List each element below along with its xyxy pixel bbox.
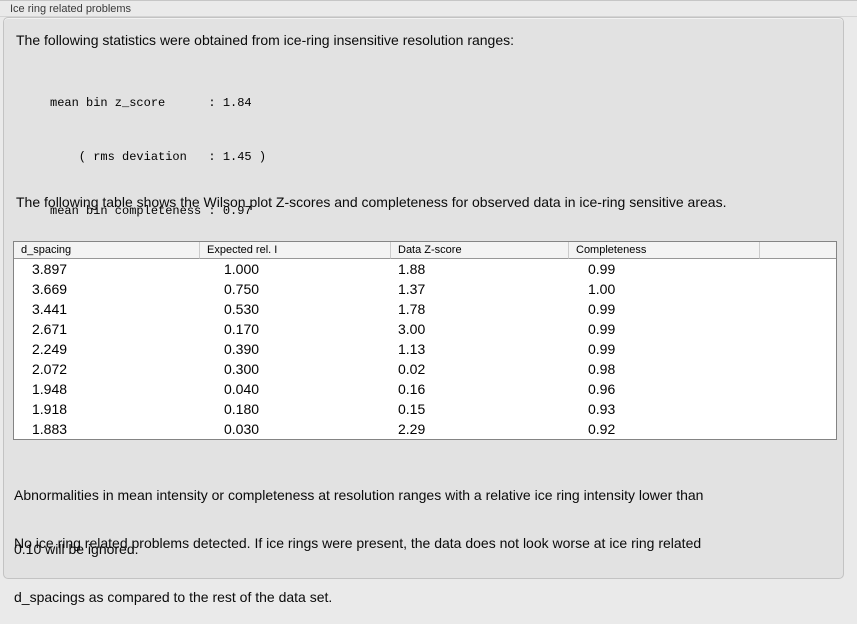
table-cell: 1.000 <box>224 261 260 277</box>
table-cell: 0.99 <box>588 301 616 317</box>
table-cell: 0.98 <box>588 361 616 377</box>
ignore-note-line: Abnormalities in mean intensity or compl… <box>14 487 704 503</box>
ice-table-body: 3.897 1.000 1.88 0.99 3.669 0.750 1.37 1.00 3.44… <box>14 259 836 439</box>
table-cell: 2.249 <box>32 341 68 357</box>
table-cell: 0.390 <box>224 341 260 357</box>
panel-title: Ice ring related problems <box>10 3 132 15</box>
table-cell: 0.15 <box>398 401 426 417</box>
table-row[interactable]: 3.669 0.750 1.37 1.00 <box>14 279 836 299</box>
table-cell: 1.13 <box>398 341 426 357</box>
table-cell: 1.00 <box>588 281 616 297</box>
table-cell: 0.02 <box>398 361 426 377</box>
column-header-data-z-score[interactable]: Data Z-score <box>390 242 568 259</box>
stat-line-zscore-rms: ( rms deviation : 1.45 ) <box>50 150 267 164</box>
table-cell: 0.96 <box>588 381 616 397</box>
description-line: The following table shows the Wilson plo… <box>16 194 727 210</box>
ice-ring-table[interactable]: d_spacing Expected rel. I Data Z-score Comp… <box>13 241 837 440</box>
stat-line-mean-completeness: mean bin completeness : 0.97 <box>50 204 252 218</box>
table-cell: 3.00 <box>398 321 426 337</box>
table-cell-empty <box>759 279 836 299</box>
table-cell: 0.300 <box>224 361 260 377</box>
table-row[interactable]: 1.918 0.180 0.15 0.93 <box>14 399 836 419</box>
table-cell: 0.99 <box>588 321 616 337</box>
table-row[interactable]: 3.897 1.000 1.88 0.99 <box>14 259 836 279</box>
table-cell: 2.072 <box>32 361 68 377</box>
table-cell: 0.99 <box>588 261 616 277</box>
table-cell: 1.918 <box>32 401 68 417</box>
ice-ring-table-container[interactable]: d_spacing Expected rel. I Data Z-score Comp… <box>13 241 837 440</box>
table-cell: 2.29 <box>398 421 426 437</box>
intro-text: The following statistics were obtained f… <box>16 32 515 48</box>
table-cell: 3.441 <box>32 301 68 317</box>
conclusion-line: d_spacings as compared to the rest of th… <box>14 589 333 605</box>
pane-divider <box>0 16 857 17</box>
table-cell: 1.78 <box>398 301 426 317</box>
table-cell-empty <box>759 339 836 359</box>
table-cell: 0.530 <box>224 301 260 317</box>
column-header-completeness[interactable]: Completeness <box>568 242 759 259</box>
table-cell: 1.88 <box>398 261 426 277</box>
ice-table-header-row: d_spacing Expected rel. I Data Z-score Comp… <box>14 242 836 259</box>
table-row[interactable]: 3.441 0.530 1.78 0.99 <box>14 299 836 319</box>
table-row[interactable]: 2.072 0.300 0.02 0.98 <box>14 359 836 379</box>
table-cell: 0.180 <box>224 401 260 417</box>
ice-ring-report-page: { "panel_title": "Ice ring related probl… <box>0 0 857 605</box>
table-cell: 0.170 <box>224 321 260 337</box>
table-cell-empty <box>759 419 836 439</box>
table-cell: 1.37 <box>398 281 426 297</box>
table-cell-empty <box>759 399 836 419</box>
table-cell-empty <box>759 299 836 319</box>
conclusion-text: No ice ring related problems detected. I… <box>14 498 701 624</box>
table-cell: 0.16 <box>398 381 426 397</box>
table-cell: 3.897 <box>32 261 68 277</box>
table-cell: 0.99 <box>588 341 616 357</box>
table-row[interactable]: 2.671 0.170 3.00 0.99 <box>14 319 836 339</box>
table-cell: 1.948 <box>32 381 68 397</box>
table-row[interactable]: 2.249 0.390 1.13 0.99 <box>14 339 836 359</box>
table-cell: 0.92 <box>588 421 616 437</box>
table-cell: 0.040 <box>224 381 260 397</box>
table-cell-empty <box>759 259 836 279</box>
table-cell: 3.669 <box>32 281 68 297</box>
table-cell-empty <box>759 319 836 339</box>
conclusion-line: No ice ring related problems detected. I… <box>14 535 702 551</box>
table-cell: 0.750 <box>224 281 260 297</box>
table-cell: 1.883 <box>32 421 68 437</box>
column-header-d-spacing[interactable]: d_spacing <box>14 242 199 259</box>
column-header-empty[interactable] <box>759 242 836 259</box>
table-cell: 2.671 <box>32 321 68 337</box>
table-cell-empty <box>759 359 836 379</box>
stat-line-mean-zscore: mean bin z_score : 1.84 <box>50 96 252 110</box>
table-cell-empty <box>759 379 836 399</box>
table-cell: 0.93 <box>588 401 616 417</box>
table-cell: 0.030 <box>224 421 260 437</box>
column-header-expected-rel-i[interactable]: Expected rel. I <box>199 242 390 259</box>
table-row[interactable]: 1.948 0.040 0.16 0.96 <box>14 379 836 399</box>
table-row[interactable]: 1.883 0.030 2.29 0.92 <box>14 419 836 439</box>
